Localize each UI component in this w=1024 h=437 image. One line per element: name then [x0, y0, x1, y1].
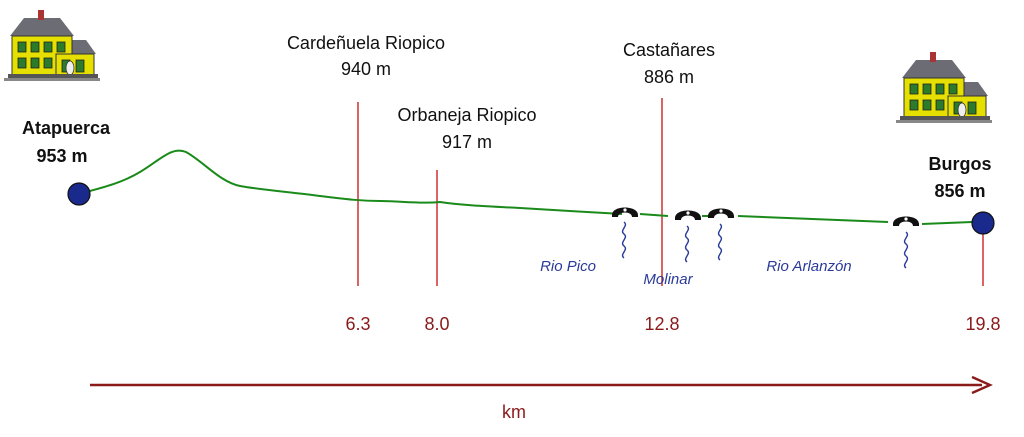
waypoint-elevation: 917 m — [442, 132, 492, 152]
elevation-profile-line — [78, 149, 623, 215]
river-wave-icon — [621, 221, 627, 259]
bridge-icon — [612, 207, 638, 217]
bridge-icon — [708, 208, 734, 218]
river-label: Molinar — [643, 271, 693, 288]
waypoint-elevation: 940 m — [341, 59, 391, 79]
km-label: 6.3 — [345, 314, 370, 334]
bridge-icon — [675, 210, 701, 220]
km-label: 12.8 — [644, 314, 679, 334]
start-name: Atapuerca — [22, 118, 111, 138]
house-icon — [895, 51, 993, 124]
waypoint-name: Orbaneja Riopico — [397, 105, 536, 125]
end-name: Burgos — [929, 154, 992, 174]
start-point-marker — [67, 182, 91, 206]
river-wave-icon — [717, 223, 723, 261]
end-point-marker — [971, 211, 995, 235]
waypoint-name: Cardeñuela Riopico — [287, 33, 445, 53]
axis-label: km — [502, 402, 526, 422]
river-label: Rio Pico — [540, 258, 596, 275]
km-label: 19.8 — [965, 314, 1000, 334]
km-label: 8.0 — [424, 314, 449, 334]
start-elevation: 953 m — [36, 146, 87, 166]
river-wave-icon — [903, 231, 909, 269]
river-wave-icon — [684, 225, 690, 263]
river-label: Rio Arlanzón — [766, 258, 851, 275]
end-elevation: 856 m — [934, 181, 985, 201]
bridge-icon — [893, 216, 919, 226]
waypoint-elevation: 886 m — [644, 67, 694, 87]
house-icon — [3, 9, 101, 82]
arrow-head-icon — [971, 375, 993, 395]
waypoint-name: Castañares — [623, 40, 715, 60]
